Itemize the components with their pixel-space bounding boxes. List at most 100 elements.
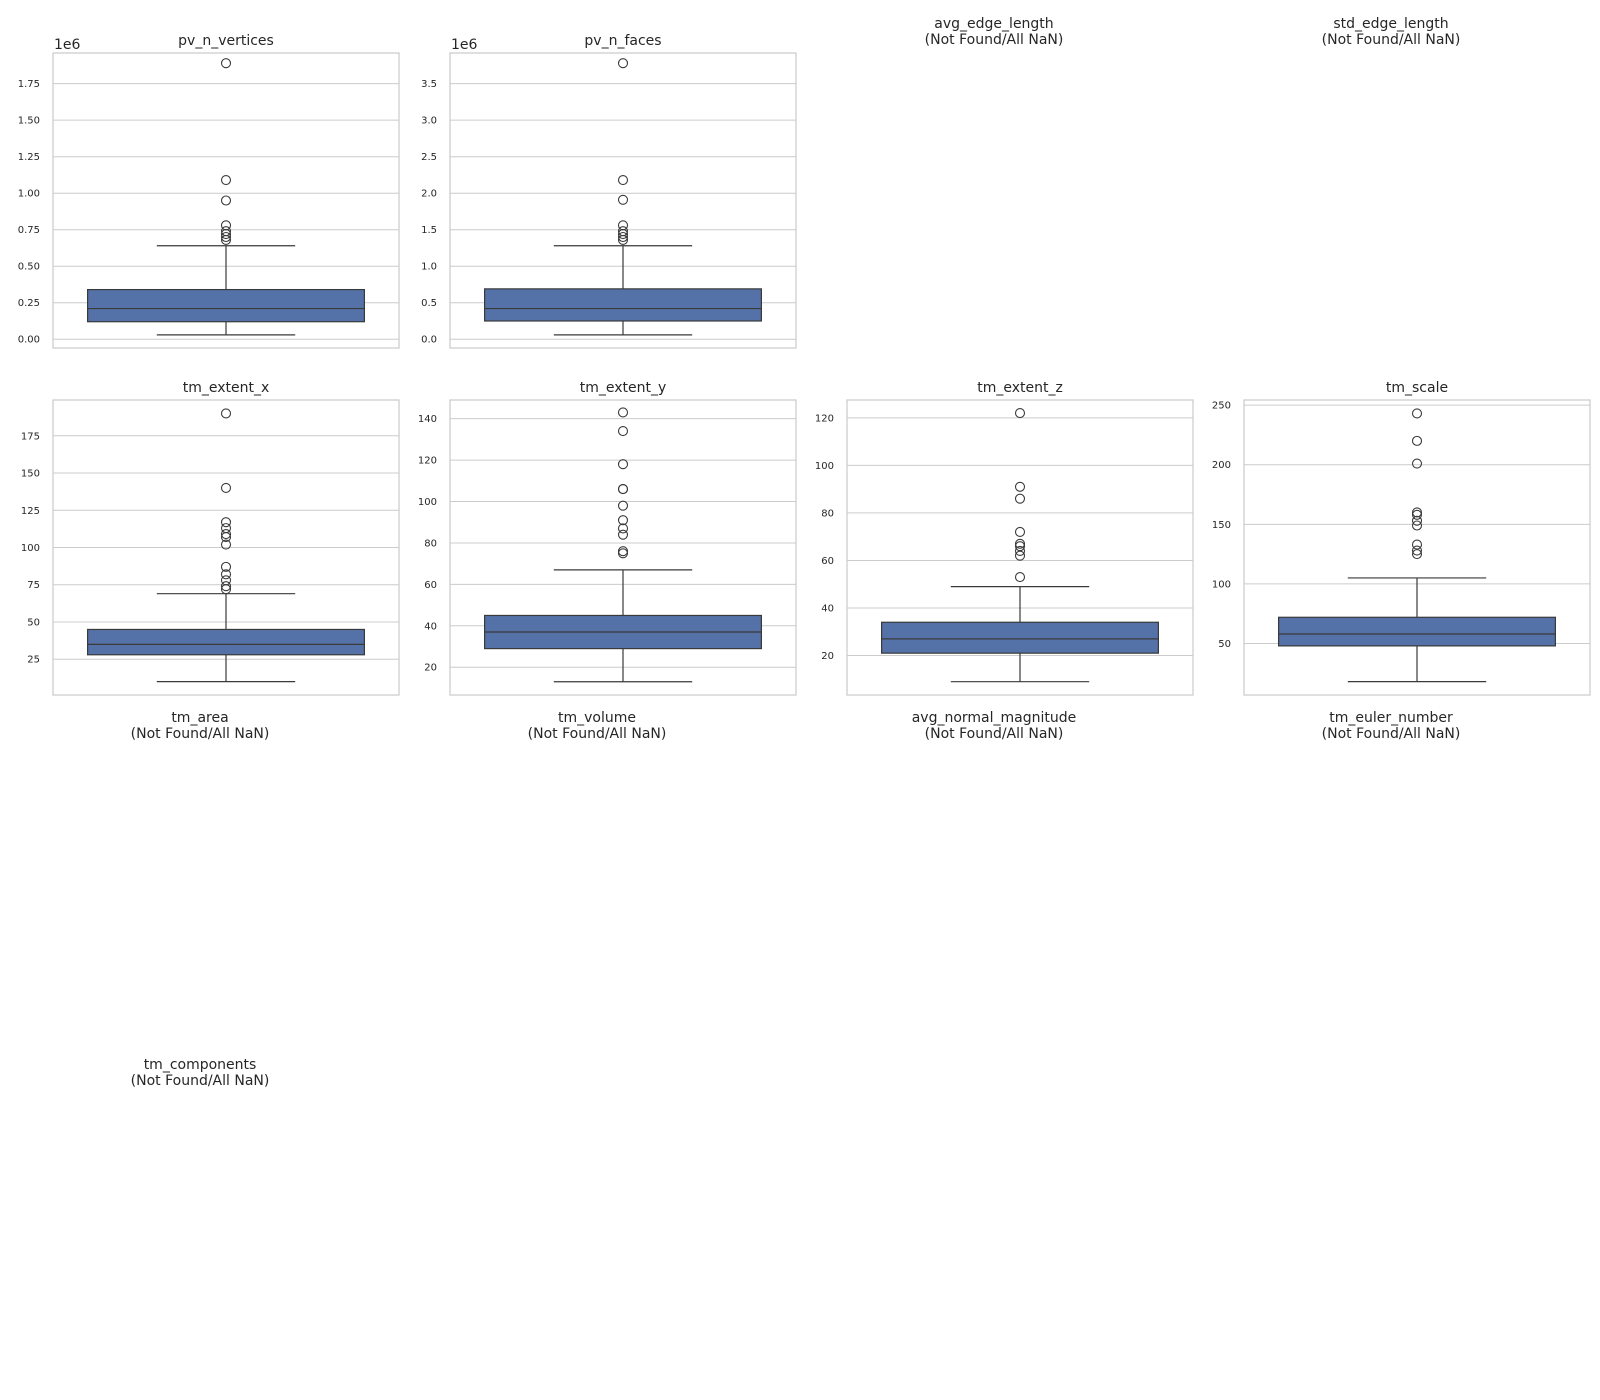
axes-frame [449,52,797,349]
outlier-point [220,529,232,540]
iqr-box [1277,616,1556,647]
y-tick-label: 100 [815,461,834,472]
subplot-title: tm_extent_z [977,380,1063,396]
y-tick-label: 80 [821,508,834,519]
outlier-point [617,529,629,540]
empty-subplot-title: std_edge_length (Not Found/All NaN) [1191,16,1591,48]
outlier-point [617,426,629,437]
iqr-box [880,621,1159,654]
box-plot-svg: pv_n_faces 1e6 0.0 0.5 1.0 1.5 2.0 2.5 3.0 3.5 [421,33,797,349]
subplot-avg-normal-magnitude: avg_normal_magnitude (Not Found/All NaN) [794,694,1194,1042]
subplot-subtitle: (Not Found/All NaN) [130,726,270,742]
outlier-point [220,175,232,186]
y-tick-label: 1.75 [18,79,40,90]
outlier-point [1411,549,1423,560]
y-tick-label: 0.50 [18,262,40,273]
subplot-subtitle: (Not Found/All NaN) [924,32,1064,48]
outlier-point [1411,507,1423,518]
outlier-point [220,195,232,206]
iqr-box [483,288,762,322]
axis-offset-text: 1e6 [451,37,478,53]
subplot-tm-scale: tm_scale 50 100 150 200 250 [1191,347,1591,696]
y-tick-label: 120 [815,413,834,424]
iqr-box [86,628,365,656]
outlier-point [617,175,629,186]
y-tick-label: 250 [1212,401,1231,412]
outlier-point [220,234,232,245]
box-plot-svg: tm_extent_y 20 40 60 80 100 120 140 [418,380,797,696]
subplot-title: tm_extent_x [183,380,270,396]
outlier-point [617,459,629,470]
subplot-tm-extent-y: tm_extent_y 20 40 60 80 100 120 140 [397,347,797,696]
axes-frame [52,52,400,349]
y-tick-label: 3.5 [421,79,437,90]
outlier-point [220,58,232,69]
outlier-point [617,234,629,245]
y-tick-label: 40 [821,603,834,614]
y-tick-label: 80 [424,538,437,549]
subplot-subtitle: (Not Found/All NaN) [1321,726,1461,742]
outlier-point [220,482,232,493]
outlier-point [617,231,629,243]
axes-frame [846,399,1194,696]
subplot-subtitle: (Not Found/All NaN) [130,1073,270,1089]
subplot-title: pv_n_vertices [178,33,274,49]
subplot-title: tm_area [171,710,229,726]
subplot-tm-euler-number: tm_euler_number (Not Found/All NaN) [1191,694,1591,1042]
outlier-point [1411,520,1423,531]
empty-subplot-title: tm_components (Not Found/All NaN) [0,1057,400,1089]
outlier-point [220,569,232,580]
outlier-point [1014,572,1026,583]
empty-subplot-title: tm_area (Not Found/All NaN) [0,710,400,742]
y-tick-label: 0.75 [18,225,40,236]
y-tick-label: 1.0 [421,262,437,273]
outlier-point [1411,509,1423,520]
y-tick-label: 0.25 [18,298,40,309]
outlier-point [1014,481,1026,492]
subplot-subtitle: (Not Found/All NaN) [1321,32,1461,48]
box-plot-svg: tm_scale 50 100 150 200 250 [1212,380,1591,696]
subplot-tm-components: tm_components (Not Found/All NaN) [0,1041,400,1389]
empty-subplot-title: avg_normal_magnitude (Not Found/All NaN) [794,710,1194,742]
subplot-pv-n-vertices: pv_n_vertices 1e6 0.00 0.25 0.50 0.75 1.00 1.25… [0,0,400,349]
outlier-point [1411,458,1423,469]
outlier-point [617,194,629,205]
y-tick-label: 50 [1218,639,1231,650]
empty-subplot-title: tm_volume (Not Found/All NaN) [397,710,797,742]
outlier-point [220,517,232,528]
y-tick-label: 200 [1212,460,1231,471]
y-tick-label: 25 [27,655,40,666]
outlier-point [1014,550,1026,561]
outlier-point [1014,408,1026,419]
outlier-point [617,407,629,418]
outlier-point [617,229,629,240]
axes-frame [1243,399,1591,696]
subplot-tm-extent-z: tm_extent_z 20 40 60 80 100 120 [794,347,1194,696]
y-tick-label: 100 [418,497,437,508]
axes-frame [52,399,400,696]
subplot-subtitle: (Not Found/All NaN) [527,726,667,742]
y-tick-label: 120 [418,456,437,467]
outlier-point [617,523,629,534]
outlier-point [1014,526,1026,537]
outlier-point [220,539,232,550]
y-tick-label: 100 [1212,579,1231,590]
y-tick-label: 175 [21,431,40,442]
outlier-point [1411,515,1423,526]
subplot-title: tm_volume [558,710,636,726]
y-tick-label: 40 [424,621,437,632]
empty-subplot-title: tm_euler_number (Not Found/All NaN) [1191,710,1591,742]
subplot-title: tm_extent_y [580,380,667,396]
y-tick-label: 50 [27,617,40,628]
outlier-point [617,548,629,559]
y-tick-label: 3.0 [421,116,437,127]
y-tick-label: 150 [21,469,40,480]
box-plot-svg: tm_extent_x 25 50 75 100 125 150 175 [21,380,400,696]
subplot-title: avg_edge_length [934,16,1054,32]
outlier-point [1411,408,1423,419]
y-tick-label: 1.5 [421,225,437,236]
outlier-point [1014,493,1026,504]
subplot-tm-volume: tm_volume (Not Found/All NaN) [397,694,797,1042]
y-tick-label: 140 [418,414,437,425]
